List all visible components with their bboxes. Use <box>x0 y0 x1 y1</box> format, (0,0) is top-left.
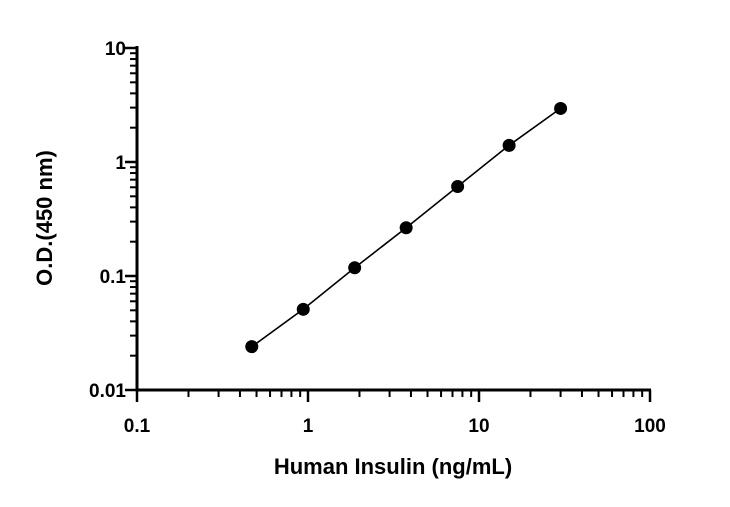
y-tick-label: 0.01 <box>89 381 126 402</box>
data-point <box>348 261 362 275</box>
data-point <box>399 221 413 235</box>
y-tick-label: 10 <box>105 39 126 60</box>
data-point <box>245 340 259 354</box>
data-point <box>296 302 310 316</box>
data-point <box>451 179 465 193</box>
data-point <box>554 101 568 115</box>
x-axis-title: Human Insulin (ng/mL) <box>274 454 512 479</box>
y-axis-title: O.D.(450 nm) <box>32 150 57 286</box>
x-tick-label: 1 <box>303 416 314 437</box>
x-tick-label: 0.1 <box>124 416 151 437</box>
y-tick-label: 0.1 <box>100 267 127 288</box>
plot-series <box>245 101 568 354</box>
data-point <box>502 138 516 152</box>
x-tick-label: 10 <box>468 416 489 437</box>
y-tick-label: 1 <box>115 153 126 174</box>
x-tick-label: 100 <box>634 416 666 437</box>
major-ticks <box>125 46 652 402</box>
